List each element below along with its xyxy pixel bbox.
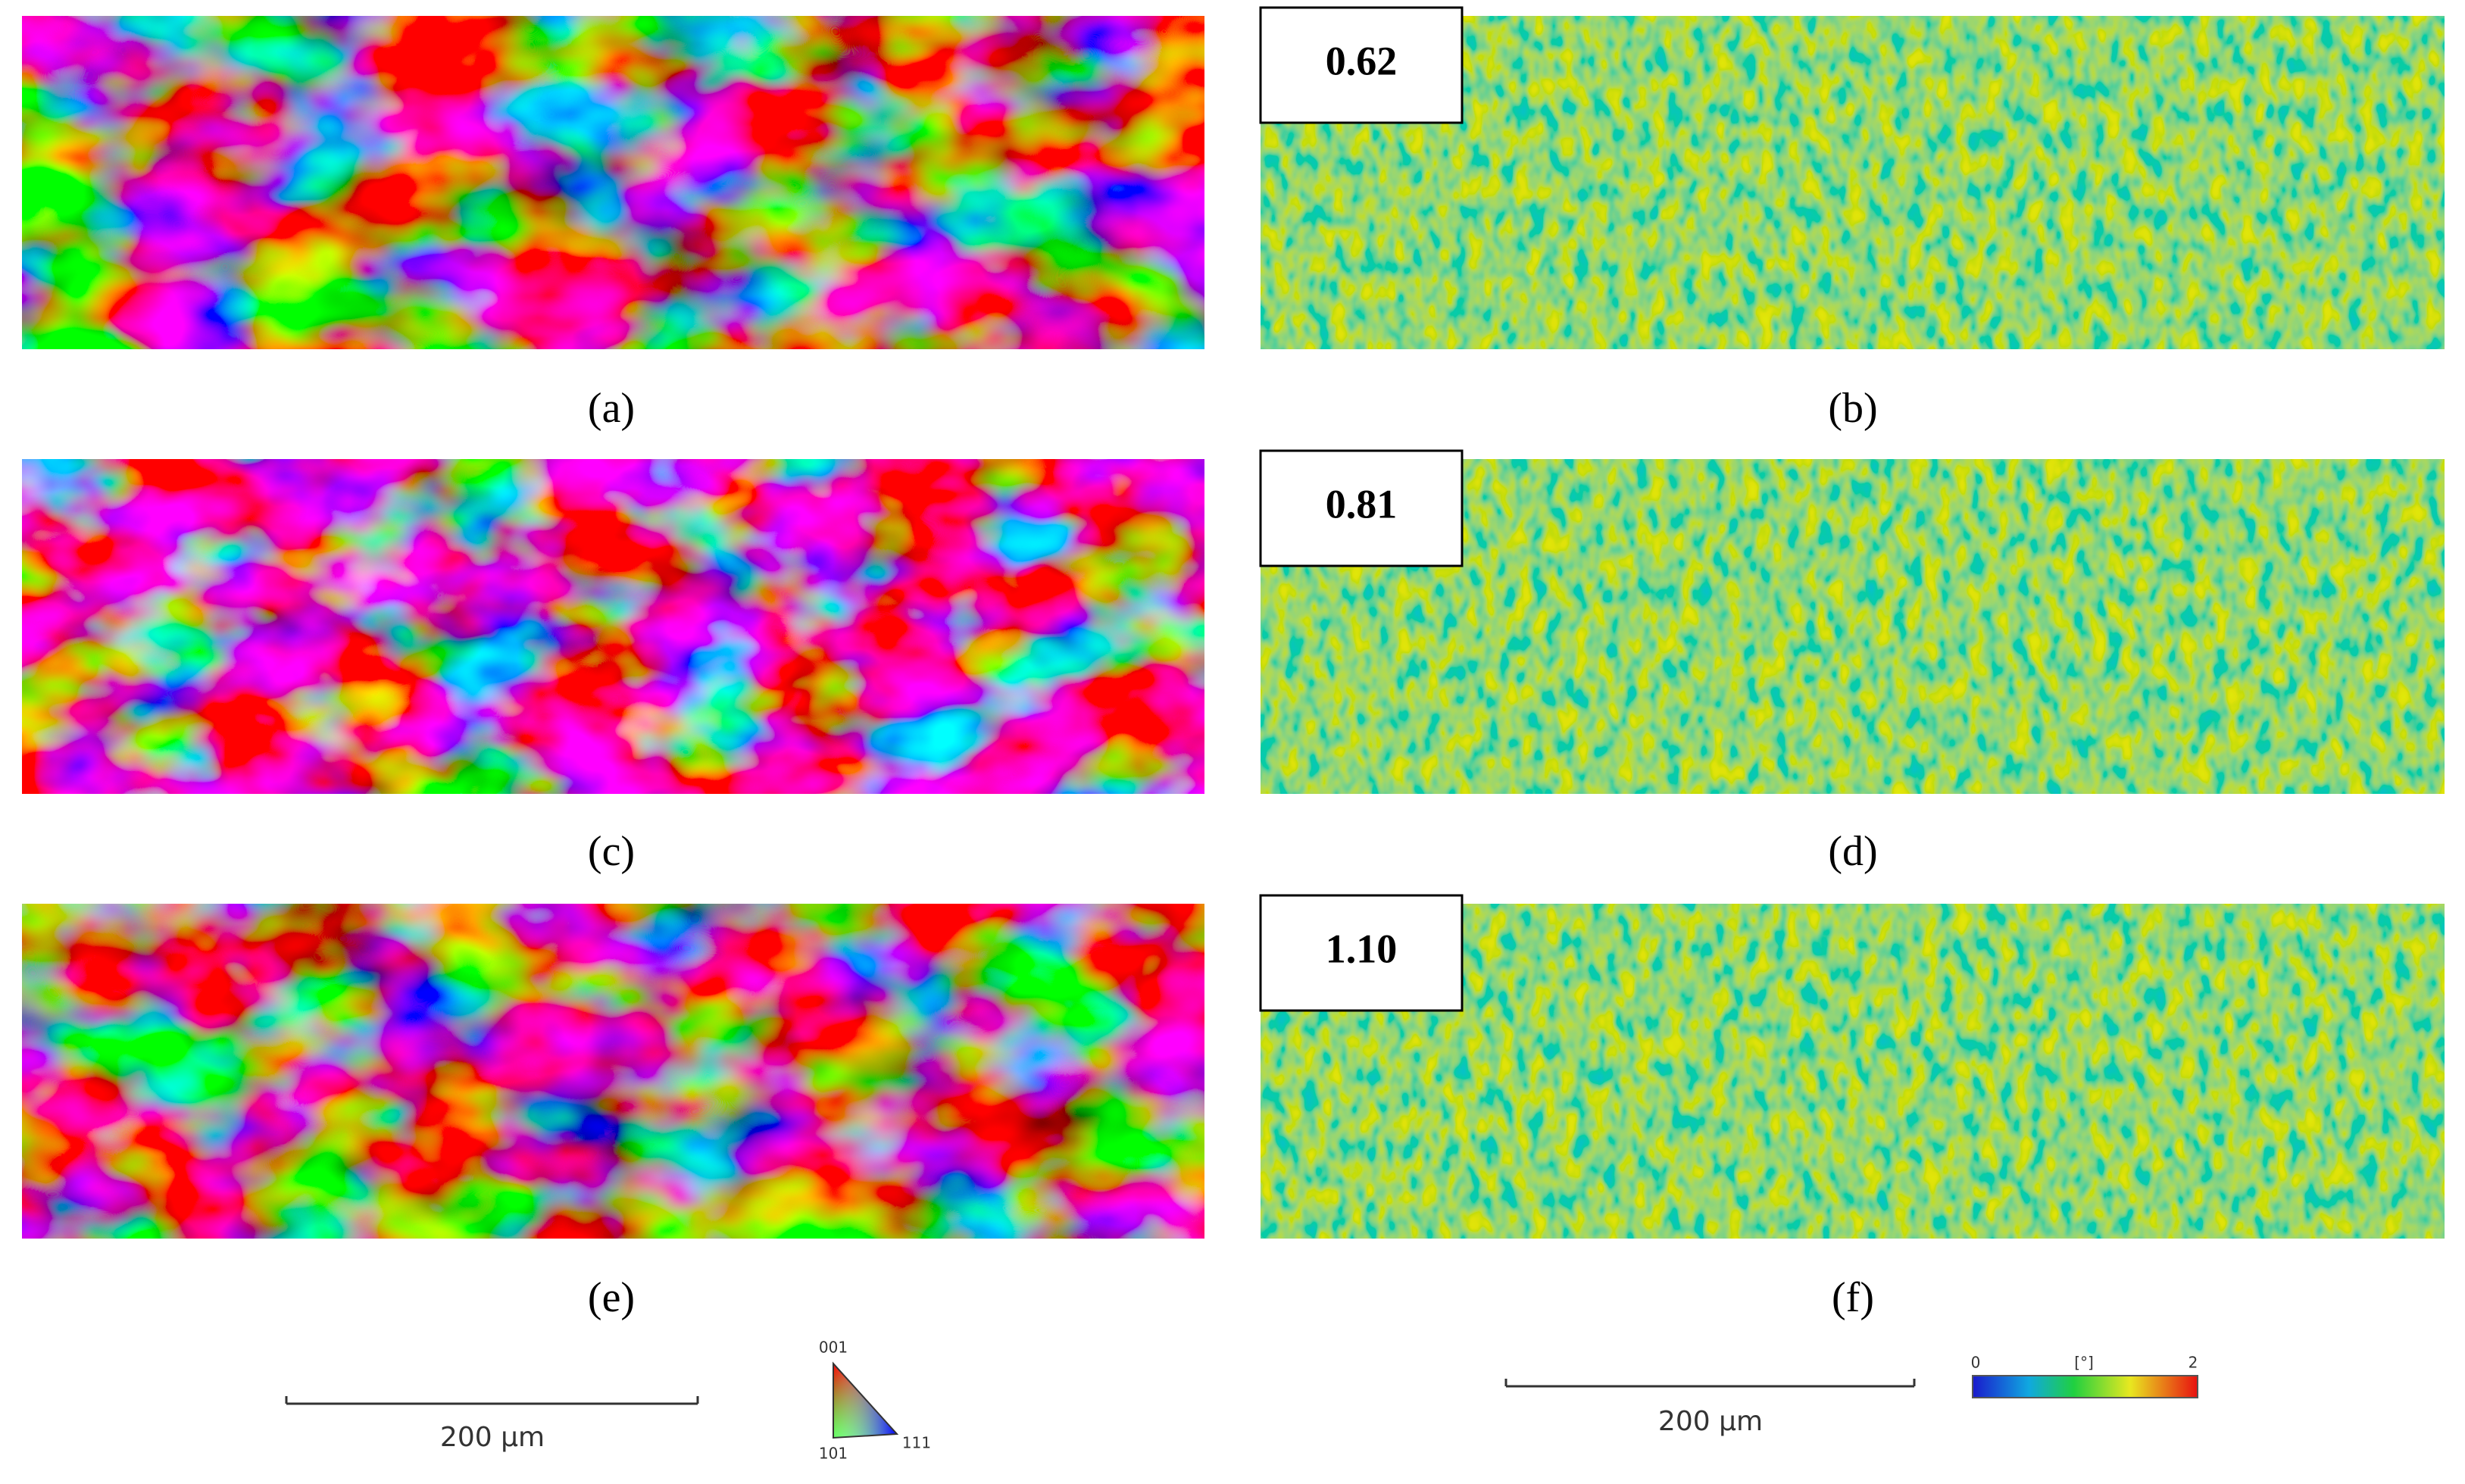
ipf-label: 101 — [819, 1445, 848, 1463]
ipf-map — [22, 16, 1204, 349]
value-box — [1259, 449, 1464, 567]
panel-label: (b) — [1828, 385, 1877, 432]
value-label: 0.81 — [1326, 481, 1398, 526]
color-bar-label: [°] — [2074, 1354, 2094, 1372]
scale-label: 200 μm — [440, 1422, 545, 1453]
ipf-label: 111 — [902, 1434, 931, 1452]
kam-legend: 0 [°] 2 — [1971, 1354, 2198, 1398]
ipf-label: 001 — [819, 1339, 848, 1357]
color-bar — [1972, 1375, 2198, 1398]
value-box — [1259, 894, 1464, 1012]
scale-label: 200 μm — [1658, 1406, 1763, 1437]
ipf-triangle-overlay — [833, 1361, 899, 1439]
ipf-legend: 001 101 111 — [819, 1339, 931, 1463]
panel-label: (f) — [1832, 1274, 1874, 1321]
panel-label: (a) — [588, 385, 635, 432]
panels: (a) 0.62 (b) (c) 0.81 (d) (e) 1.10 (f) — [22, 6, 2445, 1321]
value-label: 1.10 — [1326, 926, 1398, 971]
scale-bar-left: 200 μm — [285, 1396, 699, 1453]
panel-label: (c) — [588, 828, 635, 875]
color-bar-label: 2 — [2189, 1354, 2198, 1372]
panel-label: (d) — [1828, 828, 1877, 875]
value-box — [1259, 6, 1464, 124]
value-label: 0.62 — [1326, 38, 1398, 83]
scale-bar-right: 200 μm — [1504, 1379, 1916, 1437]
ipf-map — [22, 904, 1204, 1239]
ipf-map — [22, 459, 1204, 794]
color-bar-label: 0 — [1971, 1354, 1981, 1372]
panel-label: (e) — [588, 1274, 635, 1321]
